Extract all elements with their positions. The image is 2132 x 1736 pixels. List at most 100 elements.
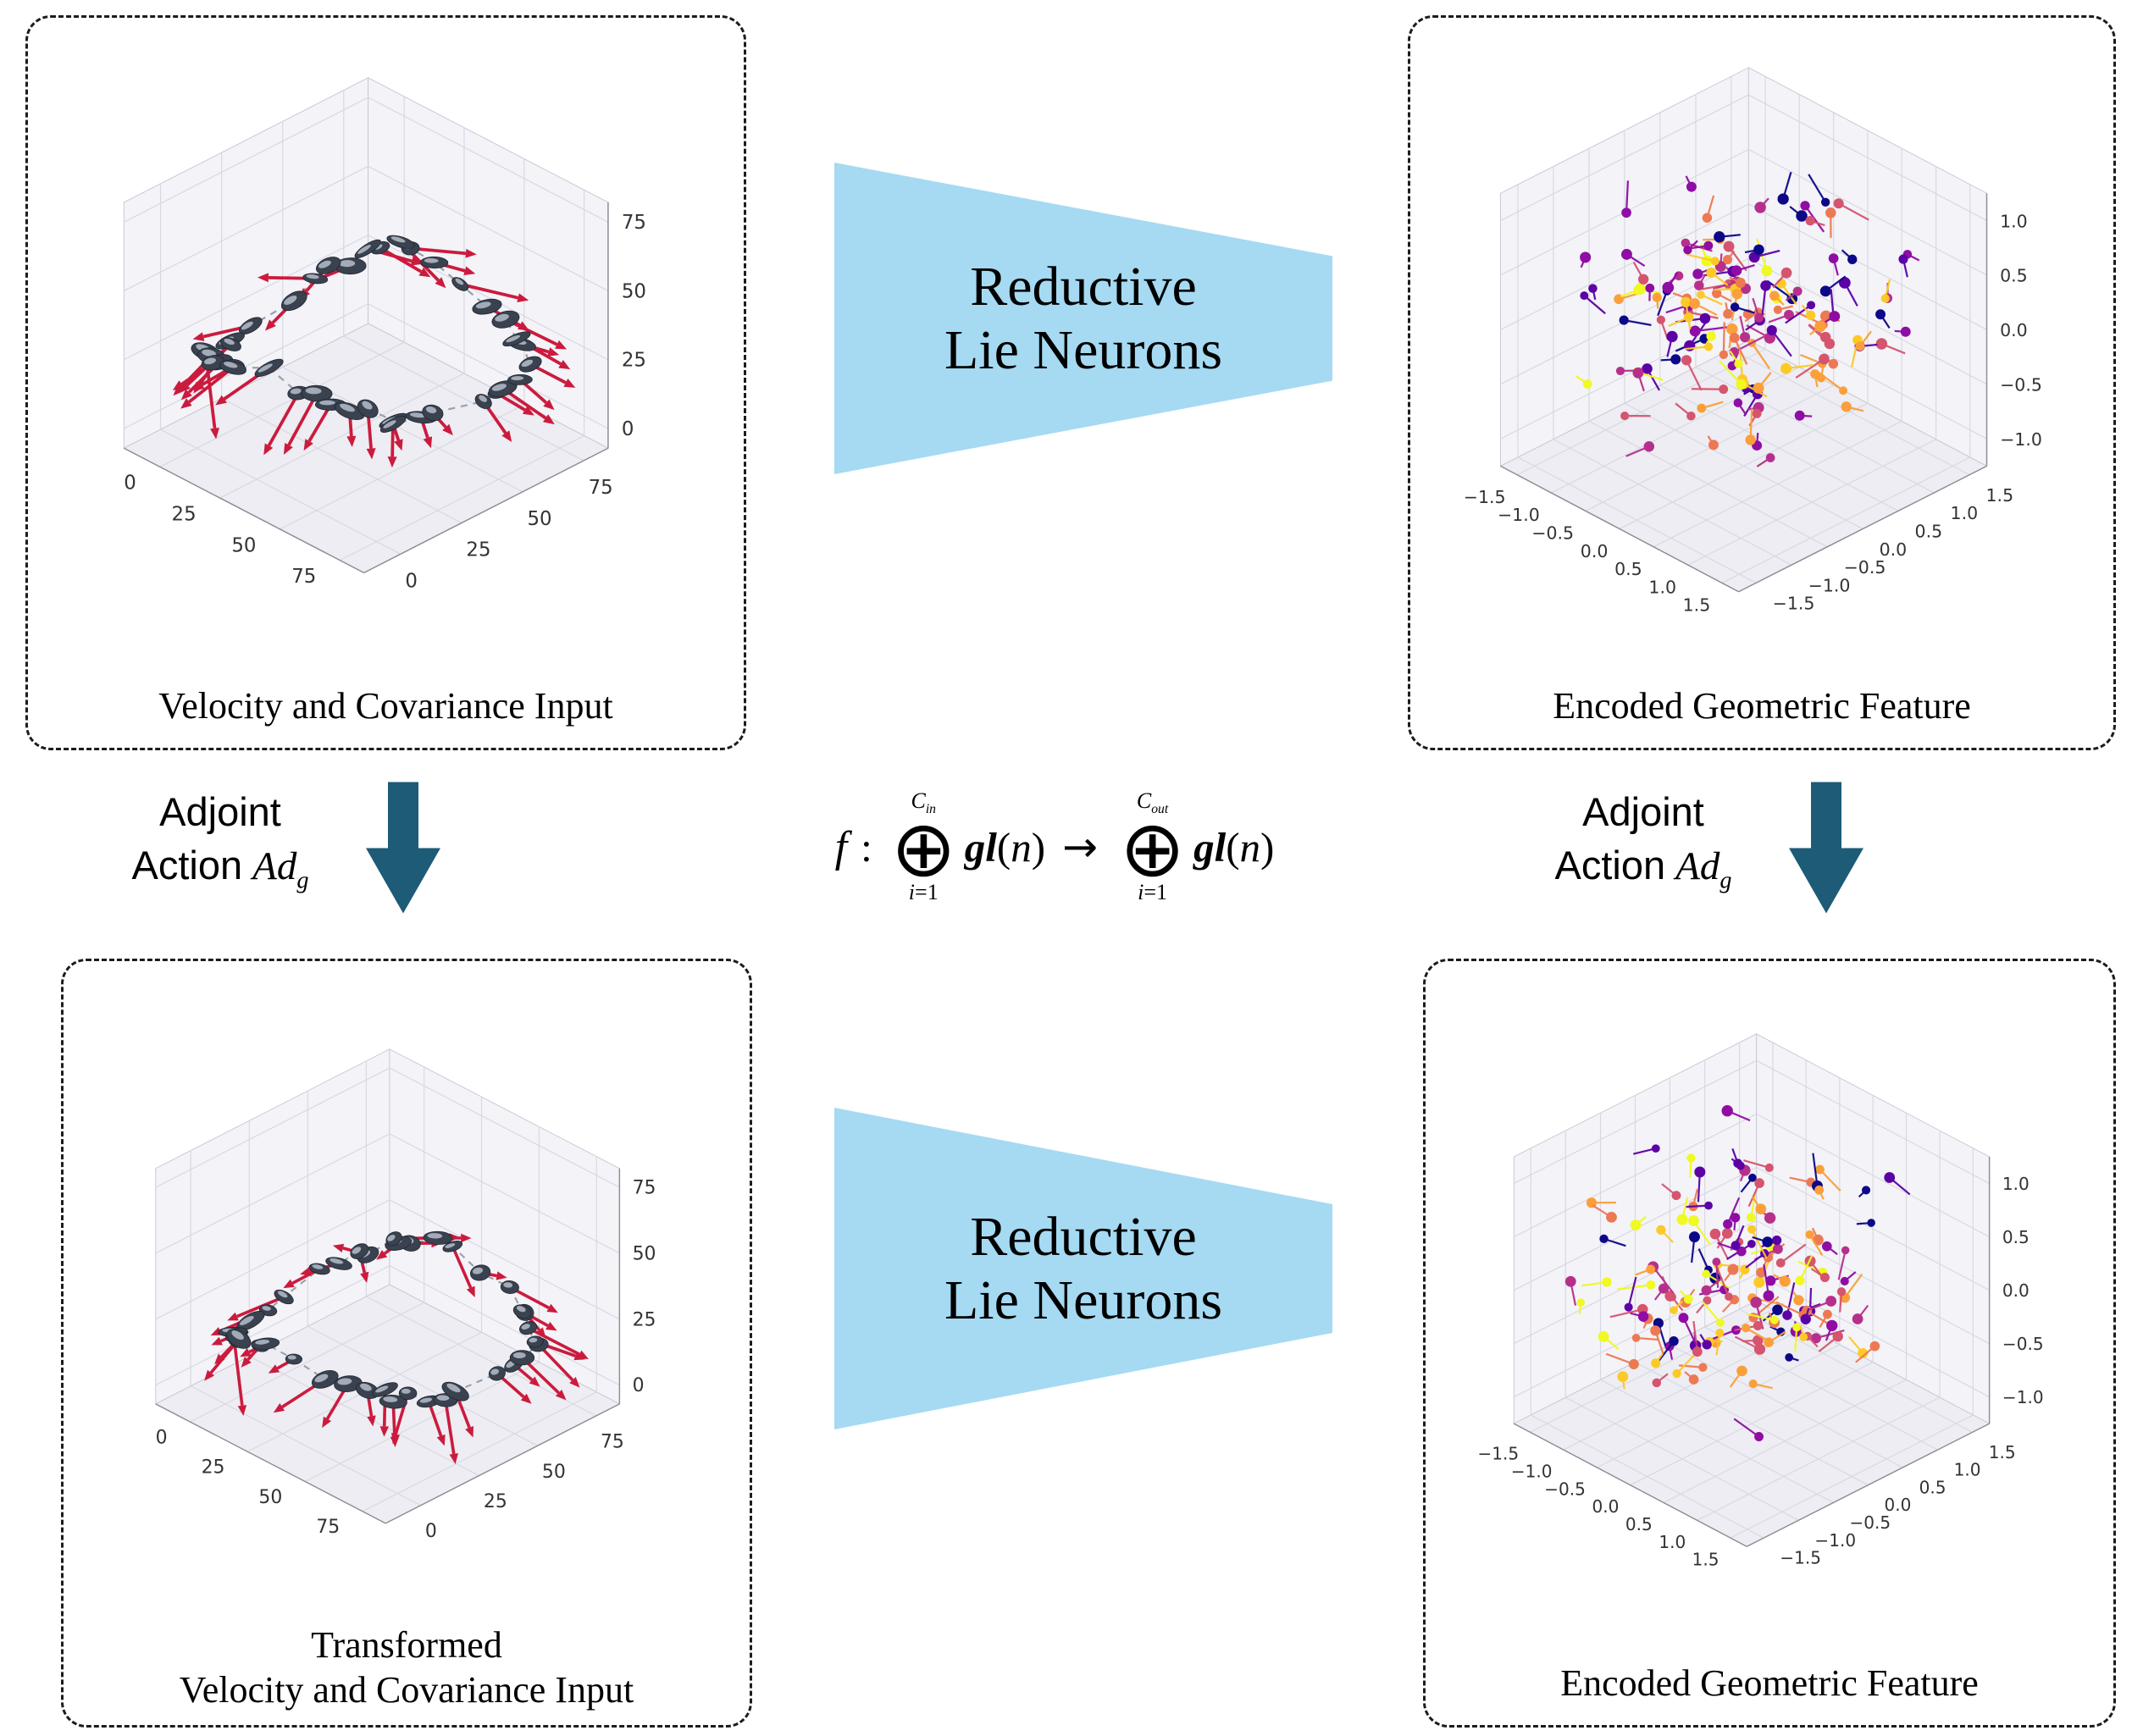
ellipsoid-highlight (375, 1385, 389, 1393)
tick-label: 75 (589, 477, 613, 499)
quiver-head (237, 1405, 247, 1416)
formula-c-in-sub: in (925, 802, 936, 817)
tick-label: 0 (633, 1375, 645, 1396)
caption-transformed-line1: Transformed (311, 1623, 502, 1666)
tick-label: 0.0 (1592, 1496, 1619, 1517)
tick-label: 75 (601, 1432, 624, 1453)
feature-point (1712, 288, 1722, 299)
grid-line (190, 1385, 421, 1507)
feature-point (1796, 210, 1808, 222)
feature-point (1794, 410, 1805, 421)
ellipsoid-highlight (427, 1233, 443, 1239)
feature-point (1769, 1315, 1779, 1324)
feature-point (1755, 1203, 1767, 1215)
feature-point (1630, 1219, 1642, 1231)
feature-point (1729, 333, 1740, 343)
feature-point (1748, 1173, 1757, 1182)
ellipsoid-highlight (401, 1388, 411, 1394)
feature-point (1731, 1241, 1741, 1251)
tick-label: 50 (622, 280, 646, 302)
quiver-head (387, 456, 397, 468)
quiver-head (435, 277, 446, 289)
funnel-top-label-line1: Reductive (970, 255, 1197, 318)
quiver-head (367, 1415, 376, 1427)
feature-point (1766, 324, 1777, 336)
feature-point (1602, 1277, 1612, 1287)
feature-point (1582, 379, 1592, 389)
ellipsoid-highlight (340, 403, 355, 412)
tick-label: 0.0 (2000, 320, 2028, 340)
formula-upper-limit-out: Cout (1137, 789, 1168, 817)
ellipsoid-highlight (506, 334, 521, 343)
grid-line (368, 235, 609, 361)
feature-point (1819, 1272, 1830, 1283)
transformed-velocity-covariance-plot: 0 25 50 75 0 25 50 75 0 25 50 75 (154, 1048, 656, 1542)
tick-label: 0.0 (1581, 541, 1609, 561)
feature-point (1829, 311, 1841, 323)
grid-line (368, 97, 609, 223)
tick-label: 0 (425, 1521, 437, 1542)
formula-paren-close: ) (1031, 823, 1046, 871)
feature-point (1688, 1374, 1699, 1385)
feature-point (1683, 1294, 1693, 1304)
ellipsoid-highlight (314, 1374, 329, 1383)
feature-point (1683, 246, 1692, 255)
feature-stick (1838, 202, 1869, 221)
tick-label: 0.0 (1885, 1495, 1912, 1515)
grid-line (124, 165, 368, 291)
feature-point (1858, 1347, 1869, 1358)
feature-point (1765, 1275, 1776, 1286)
quiver-head (172, 380, 185, 390)
grid-line (280, 404, 525, 530)
feature-point (1702, 1340, 1712, 1350)
ellipsoid-highlight (287, 1355, 296, 1360)
feature-point (1651, 1358, 1661, 1368)
feature-point (1619, 315, 1629, 325)
quiver-head (558, 359, 571, 370)
ellipsoid-highlight (479, 395, 488, 402)
grid-line (368, 303, 609, 429)
grid-line (1663, 1379, 1907, 1503)
ellipsoid-highlight (503, 1282, 513, 1288)
panel-transformed-input: 0 25 50 75 0 25 50 75 0 25 50 75 Transformed Veloci… (61, 959, 752, 1728)
quiver-head (283, 1279, 295, 1289)
quiver-head (215, 395, 227, 406)
down-arrow-shape (366, 782, 440, 914)
feature-point (1650, 1325, 1661, 1336)
quiver-head (322, 1416, 331, 1429)
formula-lie-algebra-input: gl(n) (965, 823, 1045, 871)
quiver-head (418, 268, 431, 278)
feature-stick (1819, 1169, 1841, 1192)
quiver-head (436, 1434, 446, 1446)
formula-paren-open: ( (996, 823, 1011, 871)
feature-point (1805, 1230, 1814, 1239)
feature-point (1694, 280, 1704, 290)
quiver-head (283, 442, 293, 455)
feature-point (1756, 1267, 1767, 1278)
feature-point (1719, 384, 1729, 395)
feature-stick (1695, 325, 1730, 333)
tick-label: 1.0 (1951, 503, 1979, 523)
quiver-head (379, 1426, 389, 1437)
quiver-line (188, 366, 235, 404)
feature-point (1716, 1319, 1725, 1327)
quiver-line (444, 1400, 456, 1455)
feature-point (1580, 252, 1592, 263)
grid-line (159, 341, 405, 467)
ellipsoid-highlight (329, 1258, 344, 1264)
feature-point (1819, 353, 1830, 365)
ellipsoid-highlight (516, 1306, 526, 1313)
feature-point (1617, 1371, 1629, 1383)
feature-point (1656, 315, 1665, 324)
feature-point (1740, 332, 1751, 343)
feature-point (1867, 1219, 1875, 1227)
feature-point (1772, 1235, 1782, 1246)
tick-label: 0.5 (1915, 522, 1943, 542)
feature-point (1723, 1219, 1733, 1230)
ellipsoid-highlight (529, 1337, 538, 1343)
grid-line (1756, 1113, 1990, 1238)
quiver-line (267, 392, 300, 447)
feature-point (1833, 198, 1844, 209)
quiver-head (241, 1357, 252, 1368)
feature-point (1699, 312, 1711, 324)
